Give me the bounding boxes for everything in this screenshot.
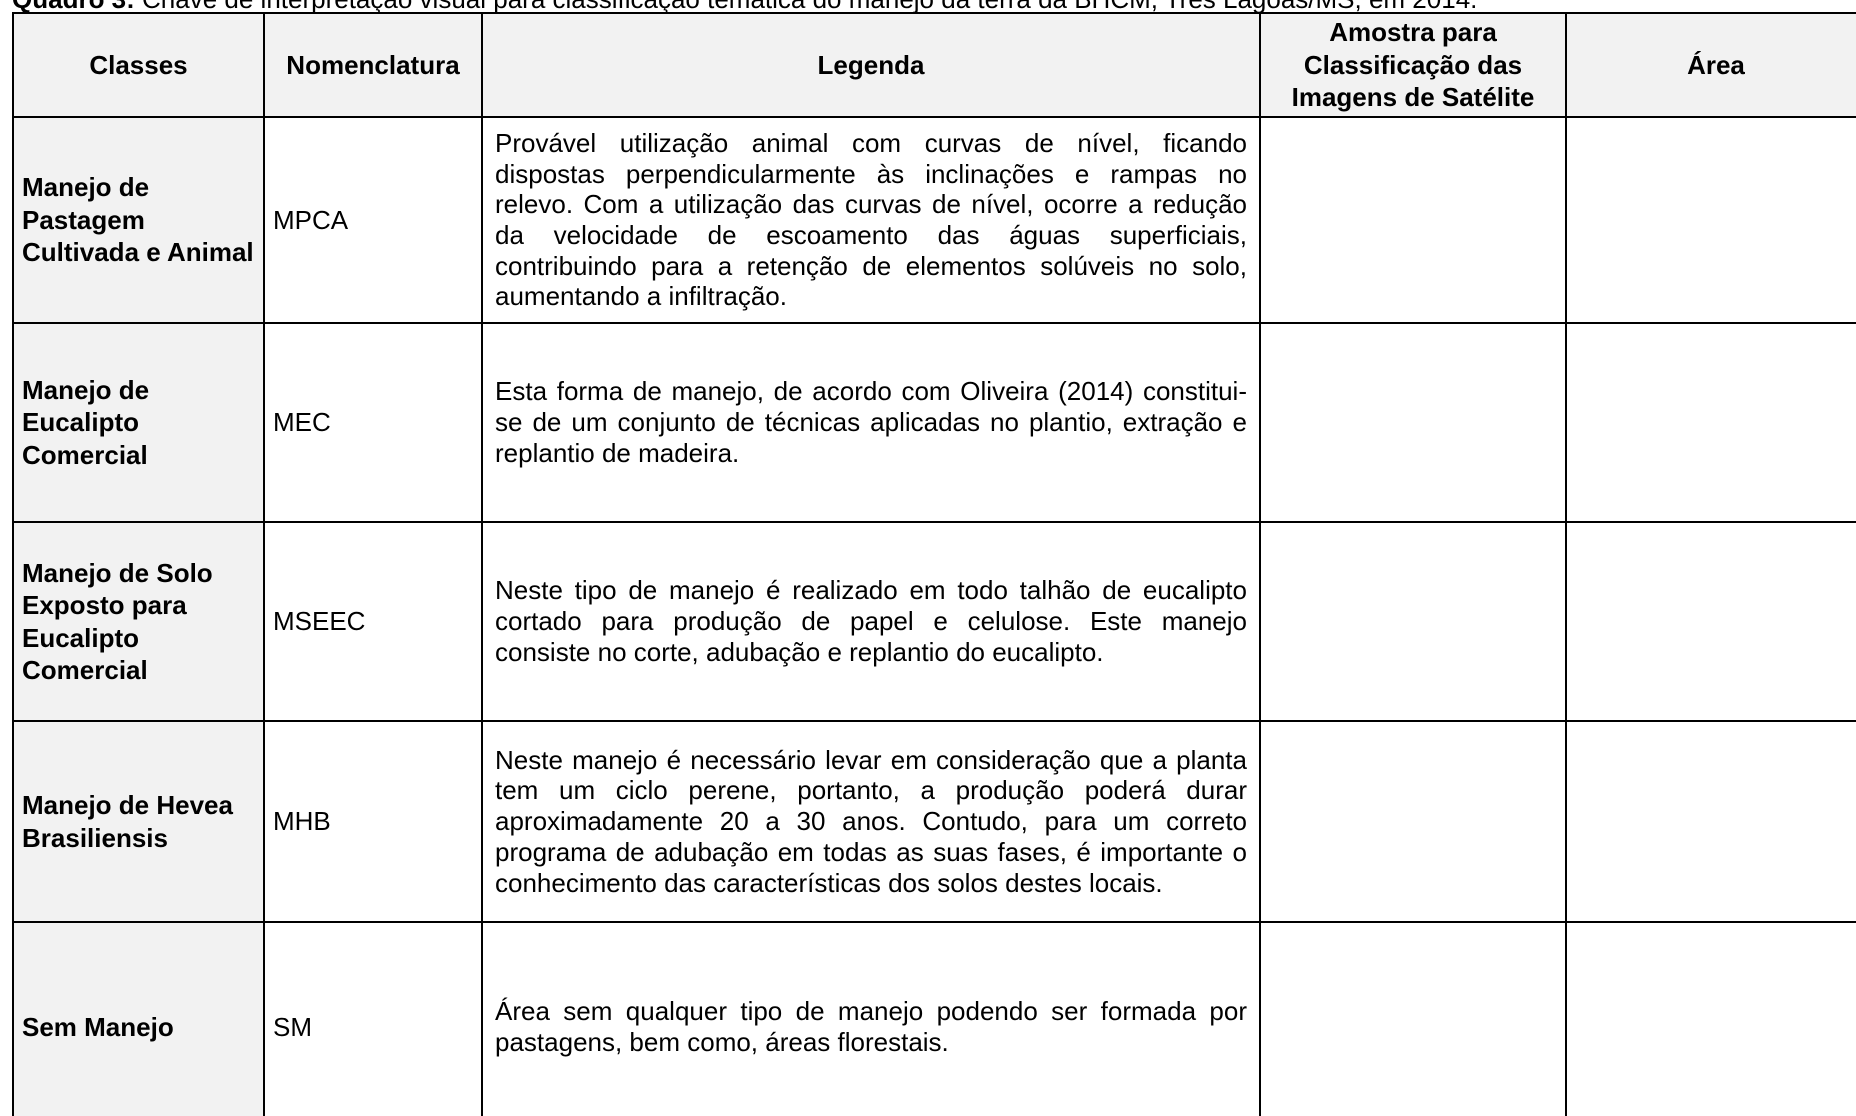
table-body: Manejo de Pastagem Cultivada e Animal MPC… — [12, 116, 1856, 1116]
header-cell: Classes — [12, 12, 265, 118]
caption: Quadro 3: Chave de interpretação visual … — [12, 0, 1477, 15]
table-row: Manejo de Hevea Brasiliensis MHB Neste man… — [12, 720, 1856, 923]
photo-cell — [1565, 521, 1856, 722]
code-cell: SM — [263, 921, 483, 1116]
photo-cell — [1565, 116, 1856, 324]
class-cell: Manejo de Eucalipto Comercial — [12, 322, 265, 523]
table-row: Manejo de Eucalipto Comercial MEC Esta for… — [12, 322, 1856, 523]
table-row: Sem Manejo SM Área sem qualquer tipo de ma… — [12, 921, 1856, 1116]
caption-text: Chave de interpretação visual para class… — [142, 0, 1477, 14]
photo-cell — [1565, 720, 1856, 923]
legend-cell: Área sem qualquer tipo de manejo podendo… — [481, 921, 1261, 1116]
satellite-cell — [1259, 116, 1567, 324]
class-cell: Sem Manejo — [12, 921, 265, 1116]
legend-cell: Esta forma de manejo, de acordo com Oliv… — [481, 322, 1261, 523]
caption-label: Quadro 3: — [12, 0, 135, 14]
class-cell: Manejo de Pastagem Cultivada e Animal — [12, 116, 265, 324]
satellite-cell — [1259, 322, 1567, 523]
code-cell: MHB — [263, 720, 483, 923]
legend-cell: Neste tipo de manejo é realizado em todo… — [481, 521, 1261, 722]
code-cell: MSEEC — [263, 521, 483, 722]
table: Classes Nomenclatura Legenda Amostra para C… — [12, 12, 1856, 1116]
legend-cell: Neste manejo é necessário levar em consi… — [481, 720, 1261, 923]
header-row: Classes Nomenclatura Legenda Amostra para C… — [12, 12, 1856, 118]
header-cell: Legenda — [481, 12, 1261, 118]
class-cell: Manejo de Hevea Brasiliensis — [12, 720, 265, 923]
legend-cell: Provável utilização animal com curvas de… — [481, 116, 1261, 324]
header-cell: Nomenclatura — [263, 12, 483, 118]
satellite-cell — [1259, 521, 1567, 722]
table-row: Manejo de Pastagem Cultivada e Animal MPC… — [12, 116, 1856, 324]
header-cell: Área — [1565, 12, 1856, 118]
photo-cell — [1565, 921, 1856, 1116]
table-row: Manejo de Solo Exposto para Eucalipto Co… — [12, 521, 1856, 722]
photo-cell — [1565, 322, 1856, 523]
code-cell: MPCA — [263, 116, 483, 324]
class-cell: Manejo de Solo Exposto para Eucalipto Co… — [12, 521, 265, 722]
header-cell: Amostra para Classificação das Imagens d… — [1259, 12, 1567, 118]
satellite-cell — [1259, 921, 1567, 1116]
code-cell: MEC — [263, 322, 483, 523]
satellite-cell — [1259, 720, 1567, 923]
